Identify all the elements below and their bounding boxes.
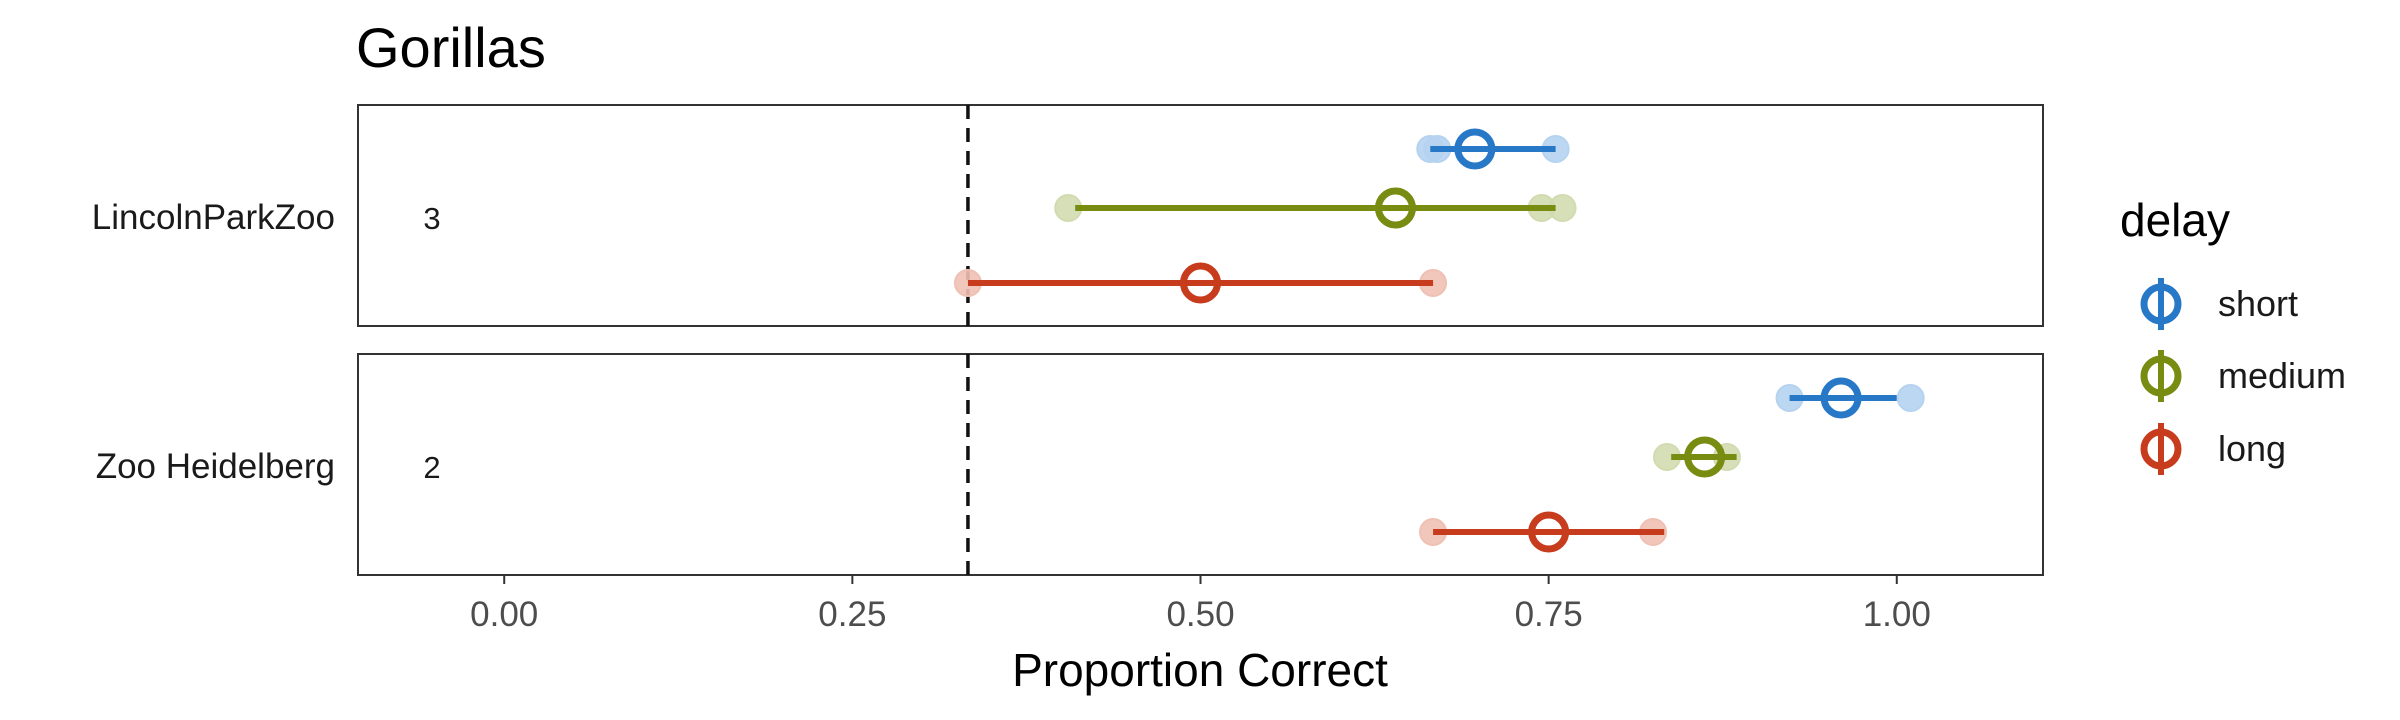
x-tick-label: 0.75	[1515, 595, 1583, 634]
legend-key-medium-circle	[2140, 355, 2182, 397]
long-mean-point	[1180, 262, 1221, 304]
count-label: 2	[423, 450, 440, 485]
medium-mean-point	[1684, 436, 1726, 478]
count-label: 3	[423, 201, 440, 236]
facet-label: LincolnParkZoo	[92, 198, 335, 237]
panel-zoo-heidelberg: Zoo Heidelberg 2	[96, 353, 2044, 576]
legend-label-short: short	[2218, 283, 2298, 324]
x-axis-title: Proportion Correct	[1012, 644, 1388, 696]
x-axis: 0.00 0.25 0.50 0.75 1.00	[470, 575, 1931, 634]
short-individual-point	[1896, 384, 1925, 412]
x-tick-label: 0.00	[470, 595, 538, 634]
panel-lincolnparkzoo: LincolnParkZoo 3	[92, 104, 2044, 327]
legend-key-short-circle	[2140, 283, 2182, 325]
medium-mean-point	[1374, 187, 1416, 229]
chart-title: Gorillas	[356, 16, 546, 79]
legend-title: delay	[2120, 194, 2230, 246]
legend: delay short medium long	[2120, 194, 2346, 475]
legend-label-medium: medium	[2218, 355, 2346, 396]
x-tick-label: 0.50	[1166, 595, 1234, 634]
long-mean-point	[1528, 511, 1570, 553]
legend-key-long-circle	[2140, 428, 2182, 470]
short-mean-point	[1454, 128, 1496, 170]
x-tick-label: 0.25	[818, 595, 886, 634]
legend-label-long: long	[2218, 428, 2286, 469]
x-tick-label: 1.00	[1863, 595, 1931, 634]
short-mean-point	[1820, 377, 1862, 419]
panel-border	[357, 104, 2044, 327]
facet-label: Zoo Heidelberg	[96, 447, 335, 486]
